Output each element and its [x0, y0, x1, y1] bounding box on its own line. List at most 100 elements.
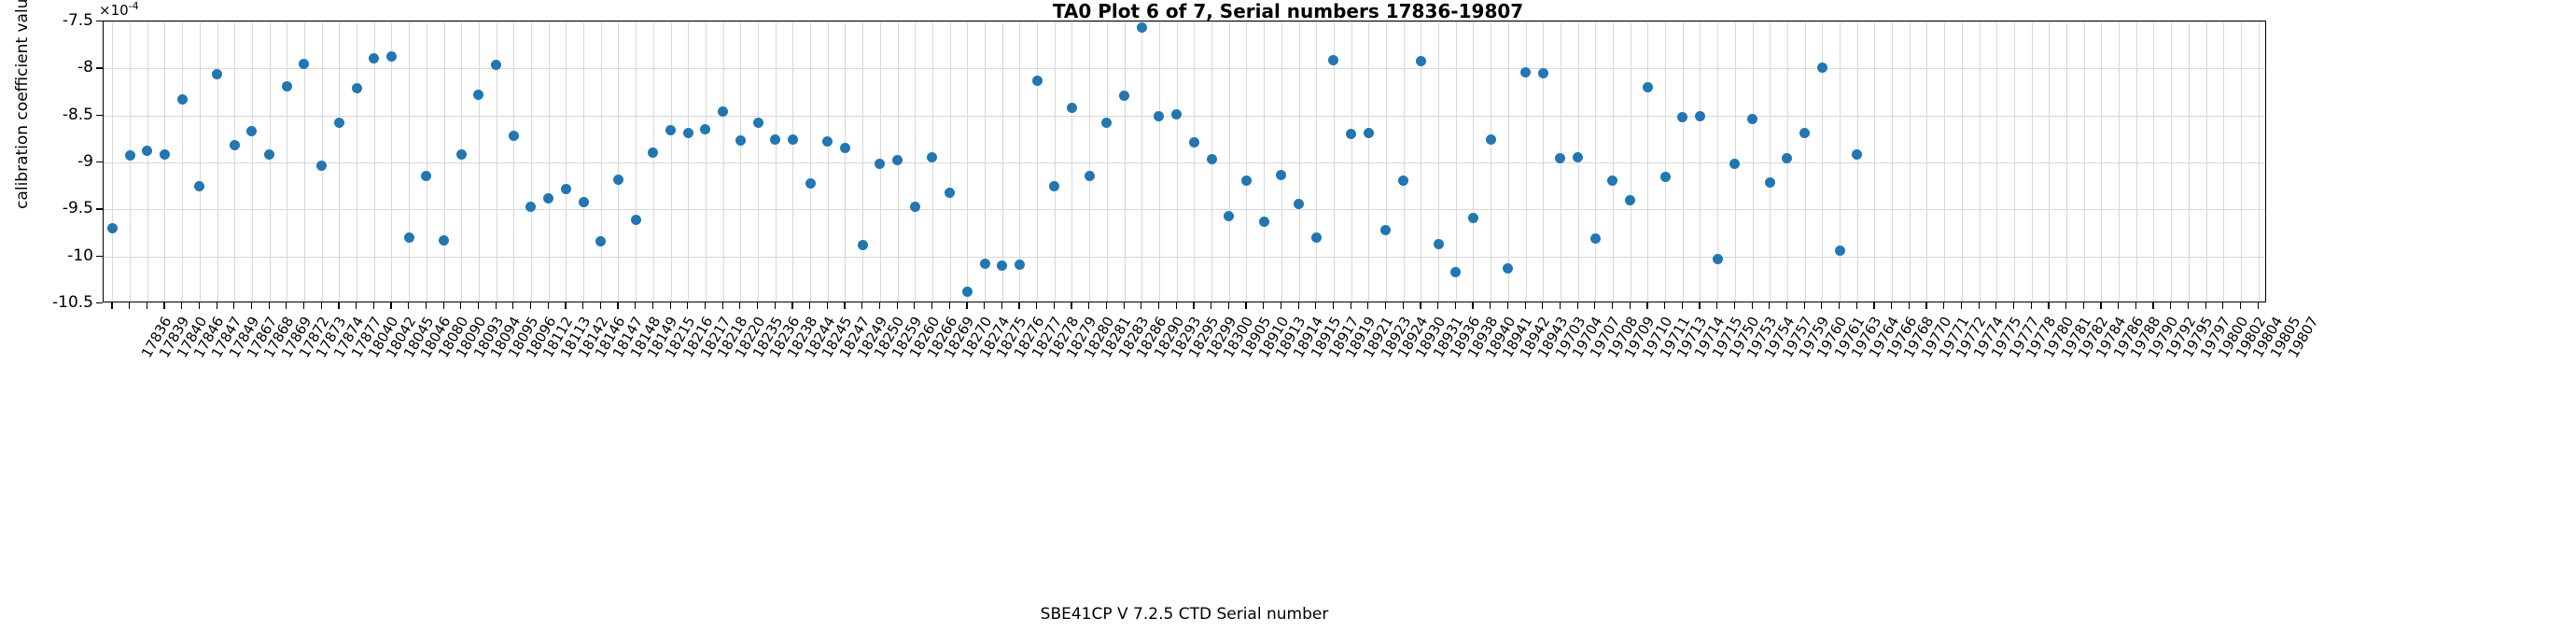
vertical-gridline	[2135, 21, 2137, 302]
data-point	[979, 259, 990, 270]
data-point	[1503, 263, 1514, 274]
vertical-gridline	[1438, 21, 1440, 302]
x-axis-label: SBE41CP V 7.2.5 CTD Serial number	[1040, 605, 1329, 624]
vertical-gridline	[1996, 21, 1998, 302]
x-axis-tick-mark	[529, 302, 532, 309]
x-axis-tick-mark	[111, 302, 113, 309]
data-point	[543, 192, 554, 204]
vertical-gridline	[2205, 21, 2207, 302]
data-point	[560, 183, 571, 194]
data-point	[385, 50, 397, 62]
x-axis-tick-mark	[1733, 302, 1736, 309]
x-axis-tick-mark	[1193, 302, 1195, 309]
x-axis-tick-mark	[1472, 302, 1474, 309]
x-axis-tick-mark	[878, 302, 881, 309]
vertical-gridline	[1228, 21, 1230, 302]
vertical-gridline	[1316, 21, 1318, 302]
data-point	[1171, 109, 1183, 120]
x-axis-tick-mark	[460, 302, 462, 309]
x-axis-tick-mark	[1960, 302, 1963, 309]
data-point	[194, 180, 205, 191]
y-axis-tick-label: -8.5	[62, 105, 93, 124]
y-axis-tick-mark	[96, 302, 103, 304]
x-axis-tick-mark	[809, 302, 811, 309]
vertical-gridline	[1822, 21, 1824, 302]
x-axis-tick-mark	[687, 302, 689, 309]
x-axis-tick-mark	[896, 302, 898, 309]
data-point	[1328, 54, 1339, 65]
vertical-gridline	[1926, 21, 1928, 302]
x-axis-tick-mark	[1803, 302, 1805, 309]
vertical-gridline	[705, 21, 707, 302]
x-axis-tick-mark	[1437, 302, 1439, 309]
vertical-gridline	[339, 21, 341, 302]
data-point	[1363, 128, 1374, 139]
x-axis-tick-mark	[372, 302, 374, 309]
vertical-gridline	[2049, 21, 2051, 302]
vertical-gridline	[1682, 21, 1684, 302]
data-point	[176, 94, 188, 105]
x-axis-tick-mark	[2170, 302, 2172, 309]
data-point	[299, 58, 310, 69]
vertical-gridline	[303, 21, 305, 302]
data-point	[1294, 198, 1304, 209]
data-point	[857, 240, 868, 251]
vertical-gridline	[915, 21, 917, 302]
x-axis-tick-mark	[1855, 302, 1857, 309]
x-axis-tick-mark	[425, 302, 427, 309]
data-point	[909, 201, 920, 212]
vertical-gridline	[1543, 21, 1545, 302]
x-axis-tick-mark	[338, 302, 340, 309]
x-axis-tick-mark	[1315, 302, 1317, 309]
y-exponent-power: -4	[128, 0, 139, 12]
data-point	[1049, 180, 1060, 191]
x-axis-tick-mark	[2239, 302, 2242, 309]
data-point	[491, 59, 502, 70]
data-point	[892, 155, 903, 166]
vertical-gridline	[251, 21, 253, 302]
vertical-gridline	[1403, 21, 1405, 302]
vertical-gridline	[2066, 21, 2068, 302]
x-axis-tick-mark	[2222, 302, 2224, 309]
x-axis-tick-mark	[356, 302, 357, 309]
y-axis-tick-mark	[96, 114, 103, 116]
x-axis-tick-mark	[1384, 302, 1387, 309]
horizontal-gridline	[104, 68, 2265, 70]
data-point	[1014, 260, 1025, 271]
x-axis-tick-mark	[2152, 302, 2154, 309]
vertical-gridline	[1333, 21, 1335, 302]
x-axis-tick-mark	[1576, 302, 1578, 309]
x-axis-tick-mark	[2257, 302, 2259, 309]
x-axis-tick-mark	[2048, 302, 2050, 309]
data-point	[1625, 194, 1636, 205]
vertical-gridline	[1874, 21, 1876, 302]
vertical-gridline	[373, 21, 375, 302]
data-point	[578, 196, 589, 207]
vertical-gridline	[862, 21, 864, 302]
x-axis-tick-mark	[320, 302, 322, 309]
vertical-gridline	[1158, 21, 1160, 302]
x-axis-tick-mark	[1036, 302, 1038, 309]
data-point	[1240, 175, 1252, 186]
data-point	[403, 232, 414, 244]
data-point	[1537, 67, 1548, 78]
data-point	[752, 118, 763, 129]
vertical-gridline	[1944, 21, 1946, 302]
data-point	[1276, 169, 1287, 180]
plot-area	[103, 21, 2266, 302]
x-axis-tick-mark	[1542, 302, 1544, 309]
vertical-gridline	[1455, 21, 1457, 302]
x-axis-tick-mark	[1001, 302, 1002, 309]
data-point	[1084, 170, 1095, 181]
x-axis-tick-mark	[198, 302, 200, 309]
data-point	[1555, 153, 1566, 164]
y-axis-tick-label: -7.5	[62, 11, 93, 30]
data-point	[665, 125, 677, 136]
data-point	[1677, 112, 1688, 123]
vertical-gridline	[2031, 21, 2033, 302]
vertical-gridline	[391, 21, 393, 302]
vertical-gridline	[2013, 21, 2015, 302]
vertical-gridline	[1752, 21, 1754, 302]
x-axis-tick-mark	[233, 302, 235, 309]
y-axis-tick-label: -9.5	[62, 199, 93, 218]
